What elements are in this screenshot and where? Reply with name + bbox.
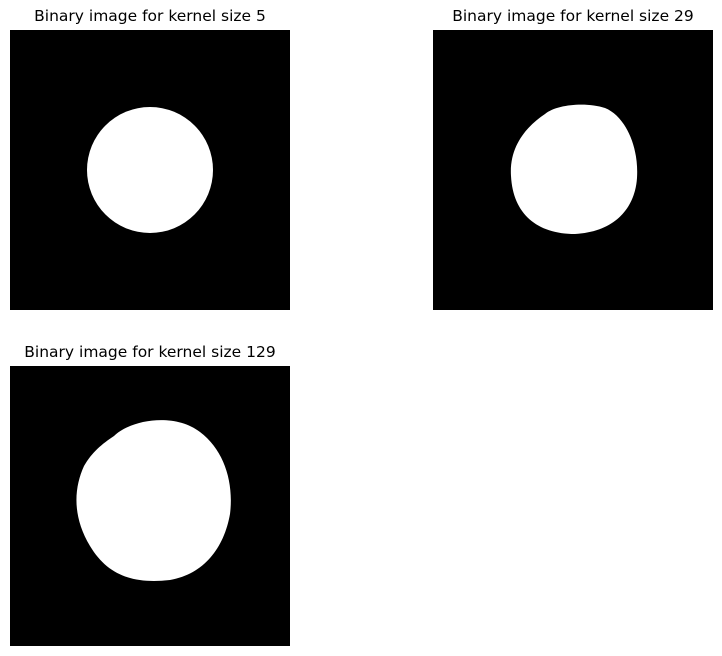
panel-title: Binary image for kernel size 5 [34,7,266,25]
binary-image [10,366,290,646]
binary-image [433,30,713,310]
white-blob [87,107,213,233]
binary-image [10,30,290,310]
panel-title: Binary image for kernel size 129 [24,343,276,361]
binary-image-canvas [10,30,290,310]
binary-image-canvas [10,366,290,646]
binary-image-canvas [433,30,713,310]
white-blob [510,104,638,234]
panel-title: Binary image for kernel size 29 [452,7,694,25]
white-blob [76,420,231,581]
